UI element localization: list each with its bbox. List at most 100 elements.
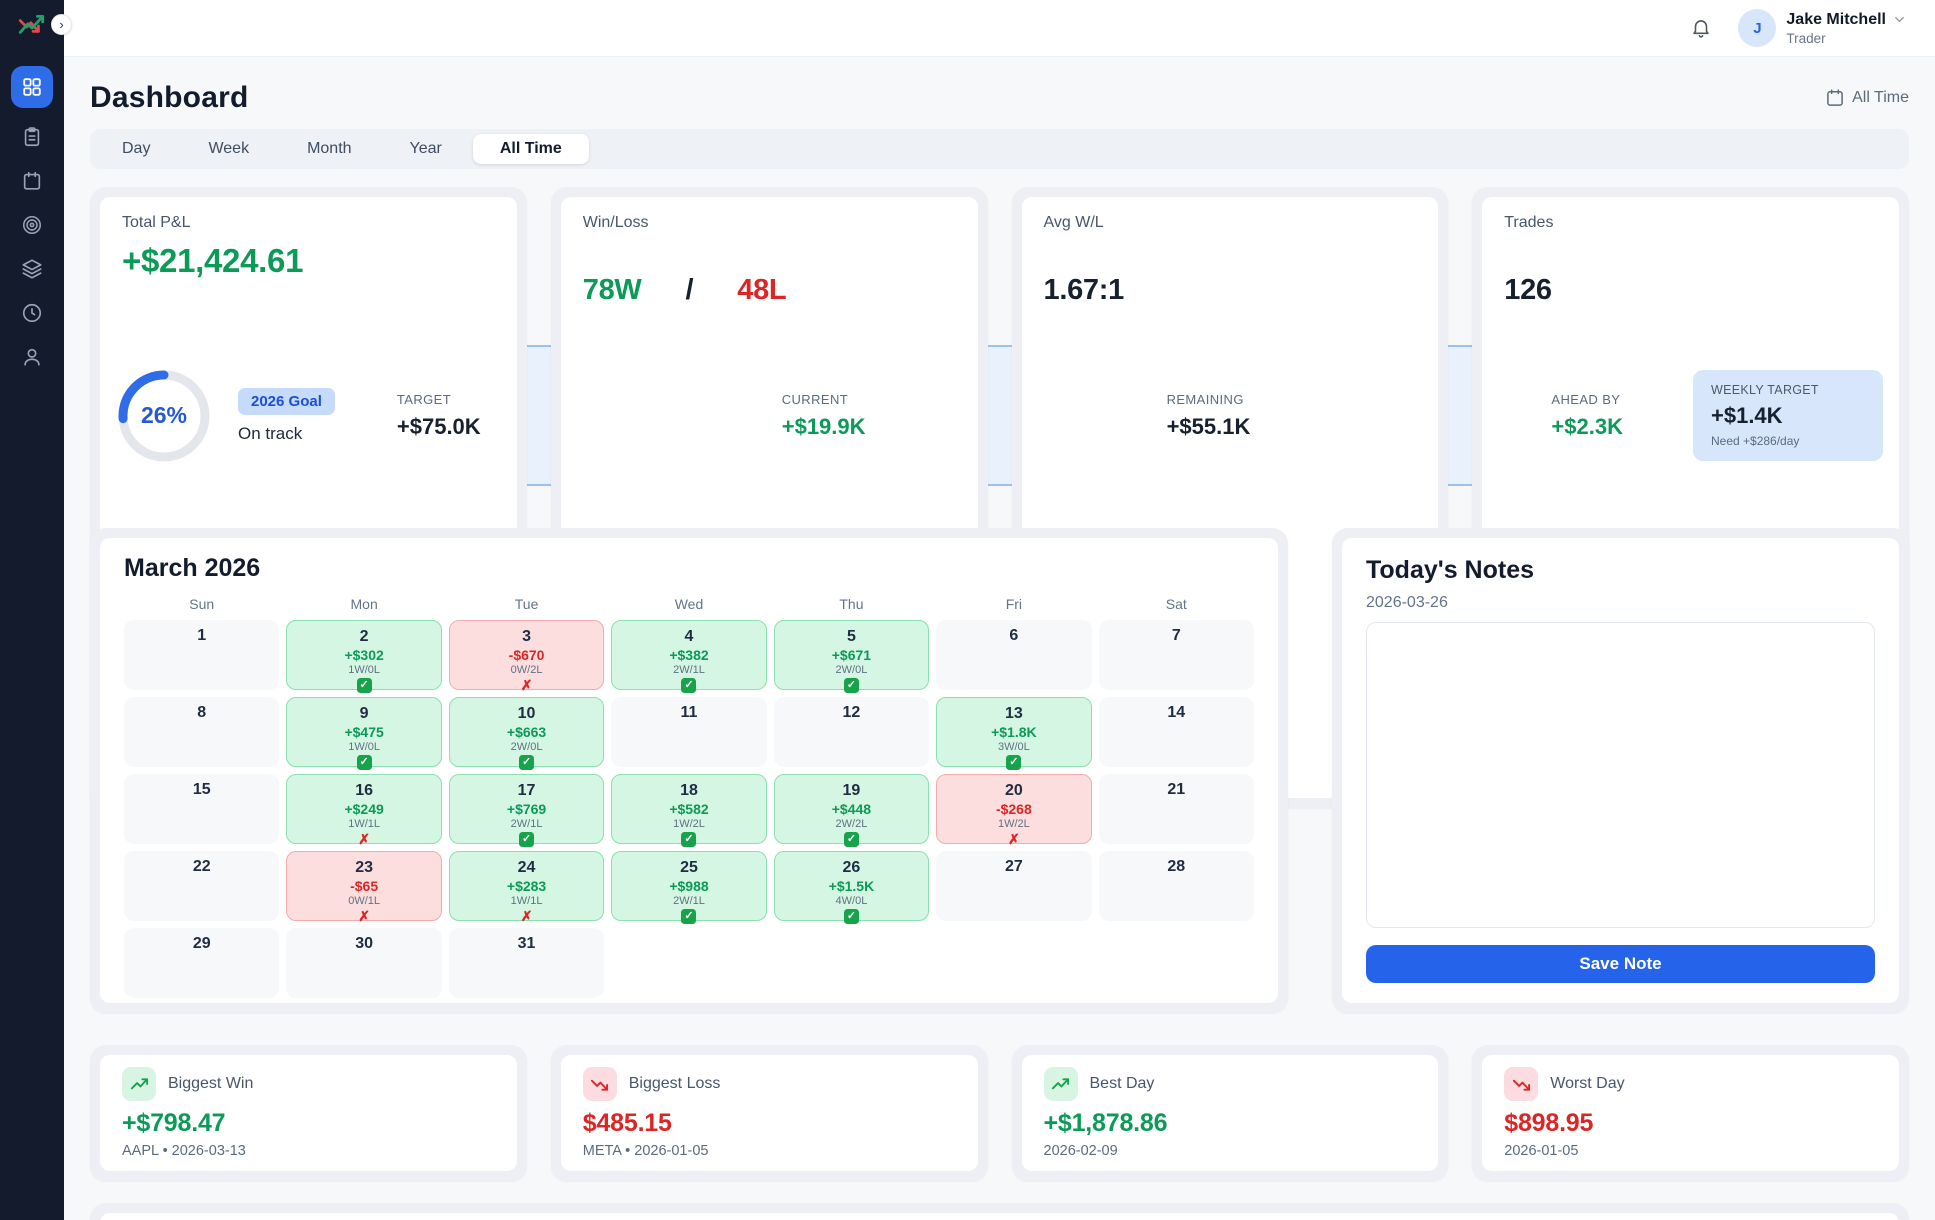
calendar-day-result: ✓ [937,755,1090,770]
time-range-indicator[interactable]: All Time [1825,88,1909,108]
calendar-day-31[interactable]: 31 [448,928,605,998]
stat-value-part: / [685,274,694,306]
calendar-day-number: 11 [680,704,698,721]
calendar-day-record: 0W/2L [510,664,543,676]
sidebar-item-clock[interactable] [17,298,47,328]
weekday-label: Sun [189,596,215,612]
calendar-day-number: 17 [517,782,536,799]
notifications-bell-icon[interactable] [1690,17,1712,39]
tab-all-time[interactable]: All Time [472,134,589,164]
time-range-tabs: Day Week Month Year All Time [90,129,1909,169]
calendar-day-7[interactable]: 7 [1098,620,1254,690]
goal-metric-value: +$19.9K [781,413,866,439]
calendar-day-28[interactable]: 28 [1098,851,1254,921]
calendar-day-25[interactable]: 25 +$988 2W/1L ✓ [611,851,767,924]
calendar-panel: March 2026 Sun Mon Tue Wed Thu Fri Sat 1 2 +$302… [90,528,1288,1013]
calendar-day-12[interactable]: 12 [773,697,930,767]
trend-down-icon [1504,1067,1539,1101]
sidebar-item-layers[interactable] [17,254,47,284]
notes-panel: Today's Notes 2026-03-26 Save Note [1332,528,1909,1013]
calendar-day-number: 12 [842,704,861,721]
calendar-day-number: 26 [842,859,861,876]
calendar-day-number: 5 [846,628,856,645]
calendar-day-result: ✓ [775,678,928,693]
highlights-row: Biggest Win +$798.47 AAPL • 2026-03-13 Bigg… [90,1045,1909,1181]
calendar-day-10[interactable]: 10 +$663 2W/0L ✓ [448,697,605,770]
goal-metric-label: REMAINING [1166,391,1244,407]
calendar-day-record: 2W/0L [510,741,543,753]
tab-week[interactable]: Week [208,140,250,157]
calendar-day-pnl: +$448 [831,801,872,817]
stat-label: Win/Loss [582,214,649,231]
stat-value-part: 78W [582,274,642,306]
calendar-day-23[interactable]: 23 -$65 0W/1L ✗ [286,851,442,924]
calendar-day-18[interactable]: 18 +$582 1W/2L ✓ [611,774,767,847]
win-check-icon: ✓ [519,755,535,770]
calendar-day-5[interactable]: 5 +$671 2W/0L ✓ [773,620,930,693]
calendar-day-2[interactable]: 2 +$302 1W/0L ✓ [286,620,442,693]
calendar-day-number: 18 [680,782,698,799]
calendar-day-4[interactable]: 4 +$382 2W/1L ✓ [611,620,767,693]
save-note-button[interactable]: Save Note [1366,945,1875,983]
calendar-day-6[interactable]: 6 [936,620,1092,690]
highlight-card-biggest-loss: Biggest Loss $485.15 META • 2026-01-05 [550,1045,988,1181]
goal-percent: 26% [140,402,188,428]
calendar-day-1[interactable]: 1 [124,620,280,690]
calendar-day-14[interactable]: 14 [1098,697,1254,767]
calendar-day-number: 10 [517,705,536,722]
calendar-day-21[interactable]: 21 [1098,774,1254,844]
sidebar-item-dashboard-grid[interactable] [11,66,53,108]
calendar-day-record: 2W/1L [673,664,705,676]
tab-month[interactable]: Month [307,140,352,157]
sidebar-item-calendar[interactable] [17,166,47,196]
sidebar-item-profile[interactable] [17,342,47,372]
calendar-day-27[interactable]: 27 [936,851,1092,921]
calendar-day-pnl: +$988 [669,878,709,894]
notes-textarea[interactable] [1366,622,1875,928]
goal-metric-value: +$75.0K [396,413,481,439]
weekly-target-value: +$1.4K [1711,403,1783,428]
highlight-label: Worst Day [1550,1075,1625,1092]
highlight-header: Best Day [1043,1067,1417,1101]
calendar-day-15[interactable]: 15 [124,774,280,844]
user-profile[interactable]: J Jake Mitchell Trader [1738,9,1907,47]
calendar-empty-slot [936,928,1091,998]
calendar-day-17[interactable]: 17 +$769 2W/1L ✓ [448,774,605,847]
tab-day[interactable]: Day [122,140,151,157]
calendar-day-9[interactable]: 9 +$475 1W/0L ✓ [286,697,442,770]
calendar-day-24[interactable]: 24 +$283 1W/1L ✗ [448,851,605,924]
calendar-day-16[interactable]: 16 +$249 1W/1L ✗ [286,774,442,847]
calendar-day-3[interactable]: 3 -$670 0W/2L ✗ [448,620,605,693]
calendar-day-13[interactable]: 13 +$1.8K 3W/0L ✓ [936,697,1092,770]
calendar-day-22[interactable]: 22 [124,851,280,921]
calendar-day-result: ✓ [775,832,928,847]
tab-year[interactable]: Year [409,140,442,157]
calendar-day-pnl: -$65 [350,878,379,894]
calendar-day-19[interactable]: 19 +$448 2W/2L ✓ [773,774,930,847]
goal-metric-ahead-by: AHEAD BY +$2.3K [1551,392,1623,440]
calendar-day-record: 1W/2L [997,818,1030,830]
highlight-header: Biggest Win [122,1067,495,1101]
loss-cross-icon: ✗ [358,908,370,924]
goal-metric-remaining: REMAINING +$55.1K [1167,392,1251,440]
calendar-day-29[interactable]: 29 [124,928,280,998]
calendar-day-26[interactable]: 26 +$1.5K 4W/0L ✓ [773,851,930,924]
stat-value-part: 48L [737,274,787,306]
sidebar-collapse-button[interactable]: › [51,14,72,35]
highlight-card-worst-day: Worst Day $898.95 2026-01-05 [1472,1045,1909,1181]
calendar-day-30[interactable]: 30 [286,928,442,998]
calendar-day-number: 15 [192,781,211,798]
calendar-day-result: ✗ [287,909,440,924]
calendar-day-20[interactable]: 20 -$268 1W/2L ✗ [936,774,1092,847]
calendar-day-8[interactable]: 8 [124,697,280,767]
calendar-day-number: 13 [1004,705,1023,722]
avatar: J [1738,9,1777,47]
highlight-sub: META • 2026-01-05 [582,1143,709,1159]
highlight-card-inner: Biggest Win +$798.47 AAPL • 2026-03-13 [100,1055,517,1171]
calendar-day-11[interactable]: 11 [611,697,767,767]
sidebar-item-target[interactable] [17,210,47,240]
calendar-day-number: 7 [1171,627,1181,644]
sidebar-item-journal-clipboard[interactable] [17,122,47,152]
stat-value: 1.67:1 [1043,274,1125,306]
next-section-card [100,1213,1899,1220]
